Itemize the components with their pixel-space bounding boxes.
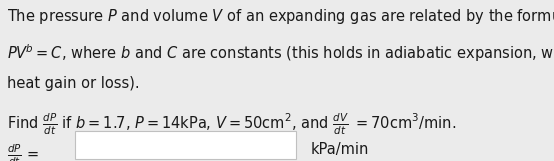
Text: $\mathbf{\mathit{PV}}^{\mathbf{\mathit{b}}} = \mathbf{\mathit{C}}$, where $\math: $\mathbf{\mathit{PV}}^{\mathbf{\mathit{b…: [7, 42, 554, 64]
Text: $\frac{dP}{dt}$ =: $\frac{dP}{dt}$ =: [7, 142, 38, 161]
Text: kPa/min: kPa/min: [310, 142, 368, 157]
FancyBboxPatch shape: [75, 131, 296, 159]
Text: The pressure $\mathit{P}$ and volume $\mathit{V}$ of an expanding gas are relate: The pressure $\mathit{P}$ and volume $\m…: [7, 7, 554, 26]
Text: Find $\frac{dP}{dt}$ if $b = 1.7$, $P = 14$kPa, $V = 50$cm$^2$, and $\frac{dV}{d: Find $\frac{dP}{dt}$ if $b = 1.7$, $P = …: [7, 112, 456, 137]
Text: heat gain or loss).: heat gain or loss).: [7, 76, 139, 91]
